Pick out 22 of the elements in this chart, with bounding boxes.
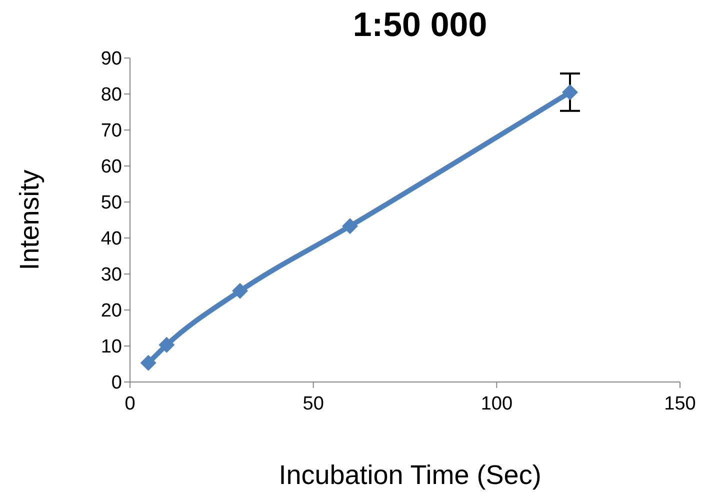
point: [562, 84, 578, 100]
y-tick-label: 80: [100, 84, 122, 106]
y-tick-label: 10: [100, 336, 122, 358]
point: [342, 218, 358, 234]
y-tick-label: 20: [100, 300, 122, 322]
point: [158, 336, 175, 353]
point: [140, 354, 156, 371]
y-tick-label: 60: [100, 156, 122, 178]
y-tick-label: 90: [100, 48, 122, 70]
x-tick-label: 100: [480, 393, 513, 414]
chart-title: 1:50 000: [352, 6, 488, 45]
y-tick-label: 40: [100, 228, 122, 250]
point: [232, 282, 248, 299]
x-tick-label: 0: [124, 393, 136, 414]
y-tick-label: 30: [100, 264, 122, 286]
x-tick-label: 150: [664, 393, 696, 414]
x-axis-title: Incubation Time (Sec): [278, 460, 542, 491]
y-tick-label: 50: [100, 192, 122, 214]
y-tick-label: 0: [111, 372, 122, 394]
y-tick-label: 70: [100, 120, 122, 142]
y-axis-title: Intensity: [14, 170, 46, 270]
x-tick-label: 50: [302, 393, 324, 414]
